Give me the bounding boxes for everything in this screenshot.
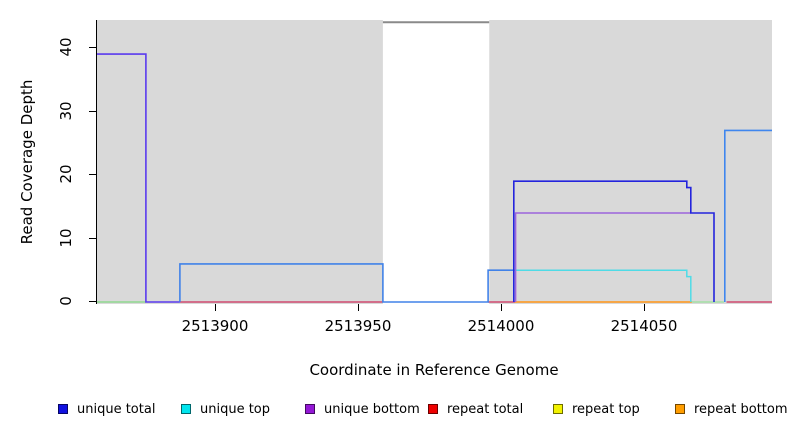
series-line-unique-total-top-27	[723, 129, 772, 302]
plot-area	[97, 20, 772, 304]
repeat-total-swatch-icon	[428, 404, 438, 414]
y-tick-label-30: 30	[57, 101, 75, 121]
legend-label: repeat top	[572, 402, 640, 417]
y-tick-label-40: 40	[57, 37, 75, 57]
series-line-unique-top-cyan-5-4	[513, 269, 692, 302]
x-tick-label-2514000: 2514000	[467, 317, 535, 335]
coverage-gap-region	[382, 20, 490, 304]
y-tick-label-0: 0	[57, 296, 75, 306]
chart-canvas	[97, 20, 772, 304]
y-tick-30	[89, 111, 96, 112]
y-axis-line	[96, 20, 97, 304]
x-tick-2514050	[644, 304, 645, 311]
repeat-top-swatch-icon	[553, 404, 563, 414]
repeat-bottom-swatch-icon	[675, 404, 685, 414]
y-tick-10	[89, 238, 96, 239]
x-tick-label-2513900: 2513900	[181, 317, 249, 335]
x-tick-2513950	[358, 304, 359, 311]
y-tick-label-10: 10	[57, 228, 75, 248]
legend-label: repeat bottom	[694, 402, 788, 417]
x-tick-label-2514050: 2514050	[610, 317, 678, 335]
legend-label: unique top	[200, 402, 271, 417]
series-line-unique-bottom-purple-14	[514, 212, 691, 302]
series-line-unique-total-blue-19-18-14	[512, 180, 715, 302]
y-tick-40	[89, 47, 96, 48]
x-tick-2513900	[215, 304, 216, 311]
x-tick-label-2513950: 2513950	[324, 317, 392, 335]
series-line-unique-total-bottom-39	[97, 53, 180, 303]
unique-bottom-swatch-icon	[305, 404, 315, 414]
series-line-unique-total-top-6-5	[179, 263, 514, 303]
y-axis-title: Read Coverage Depth	[18, 79, 36, 245]
legend-label: repeat total	[447, 402, 524, 417]
unique-total-swatch-icon	[58, 404, 68, 414]
legend-label: unique bottom	[324, 402, 420, 417]
y-tick-0	[89, 301, 96, 302]
unique-top-swatch-icon	[181, 404, 191, 414]
y-tick-label-20: 20	[57, 164, 75, 184]
y-tick-20	[89, 174, 96, 175]
x-tick-2514000	[501, 304, 502, 311]
legend-label: unique total	[77, 402, 156, 417]
x-axis-title: Coordinate in Reference Genome	[309, 361, 559, 379]
